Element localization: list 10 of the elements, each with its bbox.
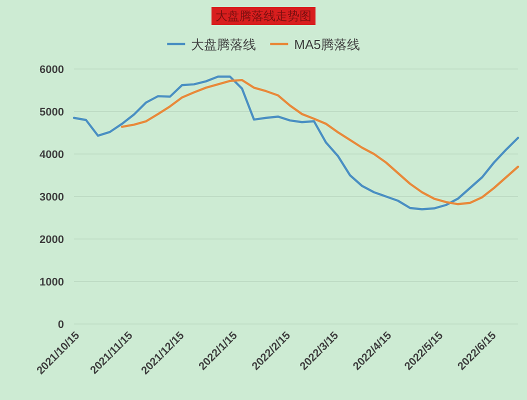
y-tick-label: 4000 xyxy=(40,149,64,161)
legend-label: MA5腾落线 xyxy=(294,37,360,52)
y-tick-label: 5000 xyxy=(40,106,64,118)
y-tick-label: 0 xyxy=(58,319,64,331)
y-tick-label: 6000 xyxy=(40,64,64,76)
y-tick-label: 2000 xyxy=(40,234,64,246)
y-tick-label: 3000 xyxy=(40,192,64,204)
chart-title: 大盘腾落线走势图 xyxy=(216,9,312,23)
legend-label: 大盘腾落线 xyxy=(191,37,256,52)
y-tick-label: 1000 xyxy=(40,276,64,288)
